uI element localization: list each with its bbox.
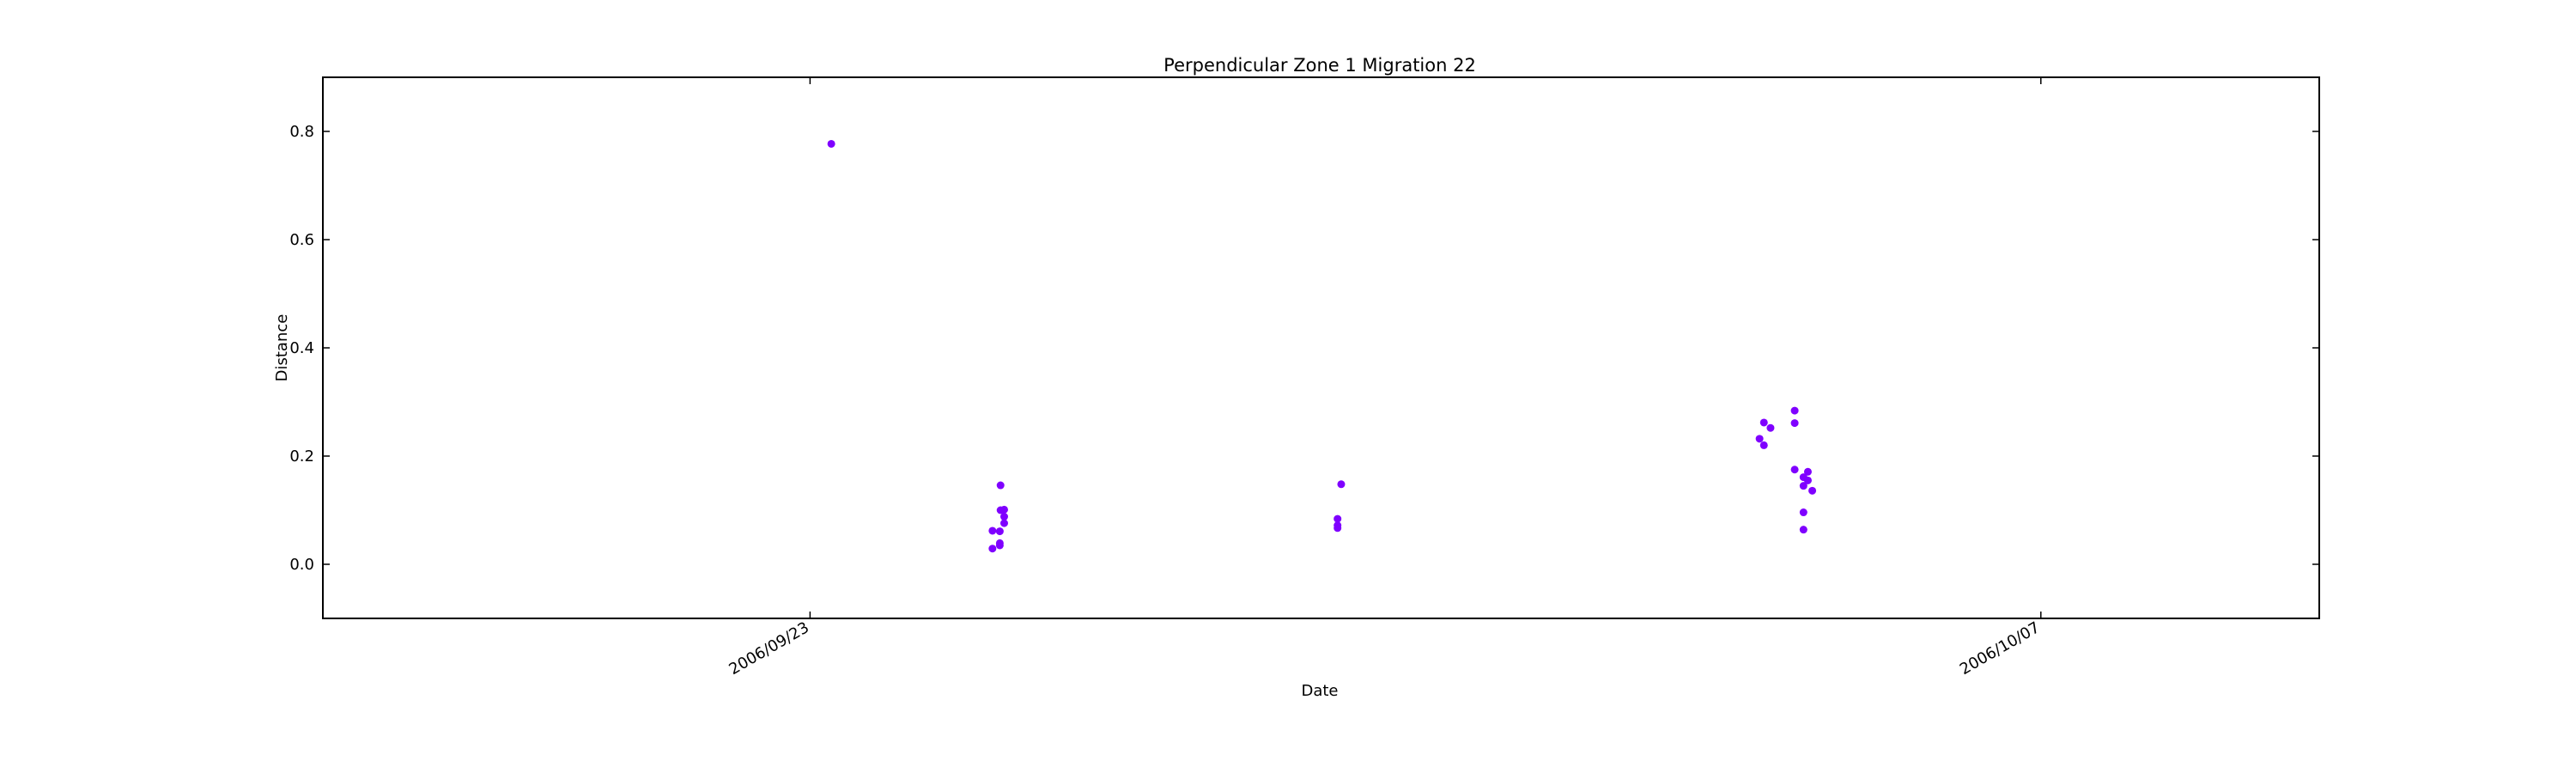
data-point [988,526,997,535]
data-point [1759,418,1768,427]
data-point [995,539,1004,547]
data-point [995,527,1004,536]
y-tick-label: 0.2 [289,447,314,466]
y-tick-label: 0.8 [289,123,314,141]
data-point [996,481,1005,490]
data-point [1790,466,1799,474]
data-point [1755,435,1764,443]
x-tick-label: 2006/09/23 [726,618,812,679]
data-point [1790,406,1799,415]
data-point [988,545,997,553]
axes-layer: 0.0 0.2 0.4 0.6 0.8 2006/09/23 2006/10/07 [289,77,2319,679]
x-tick-label: 2006/10/07 [1957,618,2043,679]
data-point [1337,480,1346,489]
data-point [1790,419,1799,428]
y-tick-label: 0.0 [289,556,314,574]
data-point [999,513,1008,521]
data-point [1759,441,1768,449]
y-tick-label: 0.4 [289,339,314,357]
data-point [1803,476,1812,484]
data-point [1808,486,1817,495]
data-point [1803,467,1812,476]
data-point [1799,482,1807,490]
y-tick-label: 0.6 [289,231,314,249]
data-point [999,519,1008,527]
data-point [1799,526,1807,534]
x-axis-label: Date [1301,682,1338,700]
data-point [1799,508,1807,517]
data-point [999,505,1008,514]
data-point [1766,423,1775,432]
data-point [827,139,835,148]
plot-frame [322,76,2320,619]
data-points [827,139,1817,553]
data-point [1334,514,1342,523]
data-point [1334,521,1342,530]
y-axis-label: Distance [273,314,291,382]
chart-title: Perpendicular Zone 1 Migration 22 [1163,55,1476,76]
